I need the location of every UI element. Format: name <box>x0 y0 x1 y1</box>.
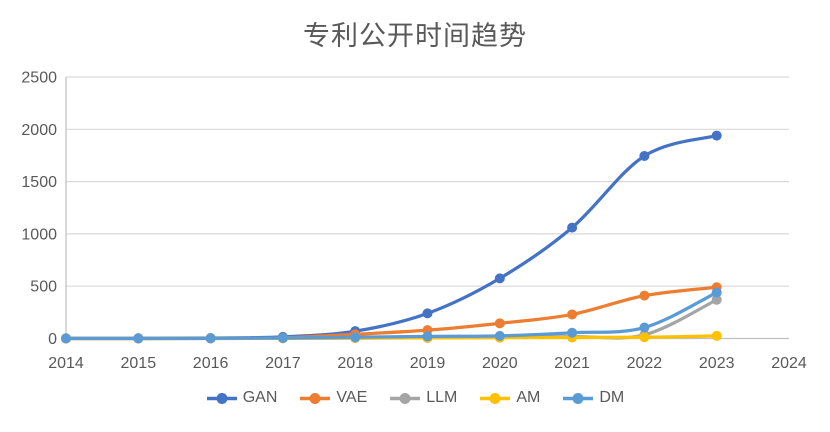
x-tick-label-2022: 2022 <box>627 355 663 372</box>
x-tick-label-2024: 2024 <box>771 355 807 372</box>
series-marker-dm-2022 <box>639 322 650 333</box>
x-tick-label-2014: 2014 <box>48 355 84 372</box>
legend-label-dm: DM <box>599 389 625 406</box>
series-marker-dm-2015 <box>133 333 144 344</box>
chart-title: 专利公开时间趋势 <box>303 21 527 51</box>
legend-item-llm[interactable]: LLM <box>389 390 457 406</box>
legend-item-gan[interactable]: GAN <box>206 389 278 406</box>
series-marker-vae-2022 <box>639 290 650 301</box>
x-tick-label-2020: 2020 <box>482 355 518 372</box>
legend-item-vae[interactable]: VAE <box>299 390 367 406</box>
series-marker-gan-2020 <box>494 273 505 284</box>
series-line-dm <box>64 290 719 341</box>
series-marker-llm-2023 <box>711 294 722 305</box>
x-tick-label-2015: 2015 <box>121 355 157 372</box>
series-marker-gan-2021 <box>567 222 578 233</box>
legend-label-llm: LLM <box>426 389 458 406</box>
legend-marker-am-icon <box>480 392 511 404</box>
legend-label-vae: VAE <box>336 389 368 406</box>
x-tick-label-2019: 2019 <box>410 355 446 372</box>
x-tick-label-2018: 2018 <box>337 355 373 372</box>
legend-marker-dm-icon <box>563 392 594 404</box>
series-marker-vae-2020 <box>494 318 505 329</box>
series-marker-vae-2021 <box>567 309 578 320</box>
y-tick-label-1500: 1500 <box>21 174 57 191</box>
x-tick-label-2021: 2021 <box>554 355 590 372</box>
x-tick-label-2016: 2016 <box>193 355 229 372</box>
y-tick-label-2000: 2000 <box>21 122 57 139</box>
series-marker-dm-2023 <box>711 287 722 298</box>
legend-marker-llm-icon <box>390 392 421 404</box>
y-tick-label-0: 0 <box>48 331 57 348</box>
series-marker-gan-2022 <box>639 150 650 161</box>
series-marker-dm-2019 <box>422 331 433 342</box>
y-tick-label-500: 500 <box>30 279 57 296</box>
y-tick-label-2500: 2500 <box>21 70 57 87</box>
x-tick-label-2017: 2017 <box>265 355 301 372</box>
chart-legend: GAN VAE LLM AM DM <box>0 390 830 406</box>
series-marker-dm-2020 <box>494 330 505 341</box>
y-tick-label-1000: 1000 <box>21 226 57 243</box>
series-marker-gan-2019 <box>422 308 433 319</box>
series-marker-dm-2021 <box>567 327 578 338</box>
legend-marker-gan-icon <box>206 392 237 404</box>
legend-marker-vae-icon <box>300 392 331 404</box>
legend-label-am: AM <box>516 389 541 406</box>
series-marker-am-2023 <box>711 330 722 341</box>
series-line-gan <box>64 133 719 340</box>
series-marker-dm-2018 <box>350 332 361 343</box>
legend-item-am[interactable]: AM <box>479 390 540 406</box>
series-marker-dm-2016 <box>205 333 216 344</box>
series-marker-dm-2014 <box>61 333 71 344</box>
legend-item-dm[interactable]: DM <box>562 390 624 406</box>
series-marker-gan-2023 <box>711 130 722 141</box>
series-marker-am-2022 <box>639 332 650 343</box>
x-tick-label-2023: 2023 <box>699 355 735 372</box>
series-marker-dm-2017 <box>277 332 288 343</box>
legend-label-gan: GAN <box>242 389 278 406</box>
